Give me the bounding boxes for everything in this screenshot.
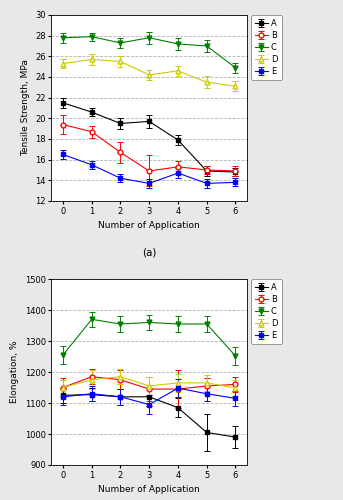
Text: (a): (a): [142, 248, 156, 258]
Legend: A, B, C, D, E: A, B, C, D, E: [251, 279, 282, 344]
Y-axis label: Elongation, %: Elongation, %: [10, 341, 19, 404]
X-axis label: Number of Application: Number of Application: [98, 485, 200, 494]
Y-axis label: Tensile Strength, MPa: Tensile Strength, MPa: [21, 60, 30, 156]
X-axis label: Number of Application: Number of Application: [98, 221, 200, 230]
Legend: A, B, C, D, E: A, B, C, D, E: [251, 15, 282, 80]
